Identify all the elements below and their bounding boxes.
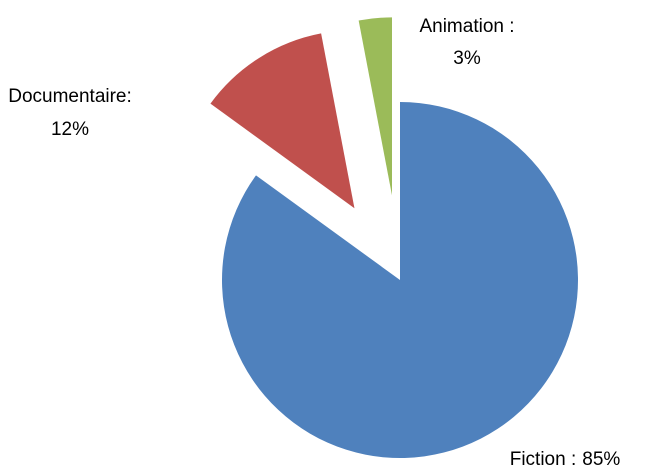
category-label: Fiction : [510,449,577,470]
pie-slice [210,33,355,209]
pie-slice [221,102,578,458]
category-label: Animation : [419,16,514,37]
slice-label: Fiction :85% [510,449,621,470]
pie-slice [358,17,393,196]
value-label: 3% [453,48,481,69]
value-label: 12% [51,119,89,140]
value-label: 85% [582,449,620,470]
category-label: Documentaire: [8,86,132,107]
